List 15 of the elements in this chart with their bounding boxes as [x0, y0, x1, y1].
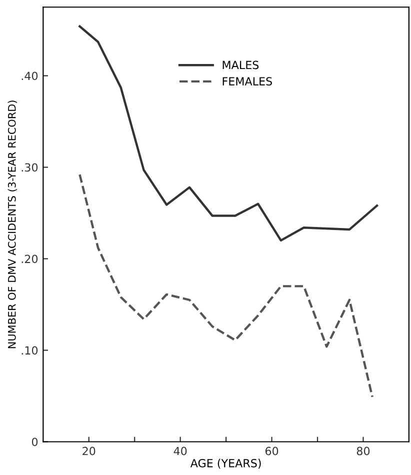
- legend-label: FEMALES: [222, 77, 272, 86]
- x-axis-title: AGE (YEARS): [190, 458, 261, 469]
- x-tick-label: 40: [174, 446, 187, 456]
- y-tick-label: .30: [22, 163, 38, 172]
- line-series: [78, 25, 378, 242]
- line-series: [78, 173, 374, 398]
- x-tick-label: 20: [82, 446, 96, 456]
- y-tick-label: .10: [22, 346, 38, 355]
- y-tick-label: 0: [32, 438, 38, 446]
- x-tick-label: 80: [356, 446, 370, 456]
- legend-label: MALES: [222, 60, 259, 70]
- y-tick-label: .20: [22, 254, 38, 264]
- y-axis-title: NUMBER OF DMV ACCIDENTS (3-YEAR RECORD): [8, 100, 18, 348]
- x-tick-label: 60: [265, 446, 278, 456]
- y-tick-label: .40: [22, 72, 38, 80]
